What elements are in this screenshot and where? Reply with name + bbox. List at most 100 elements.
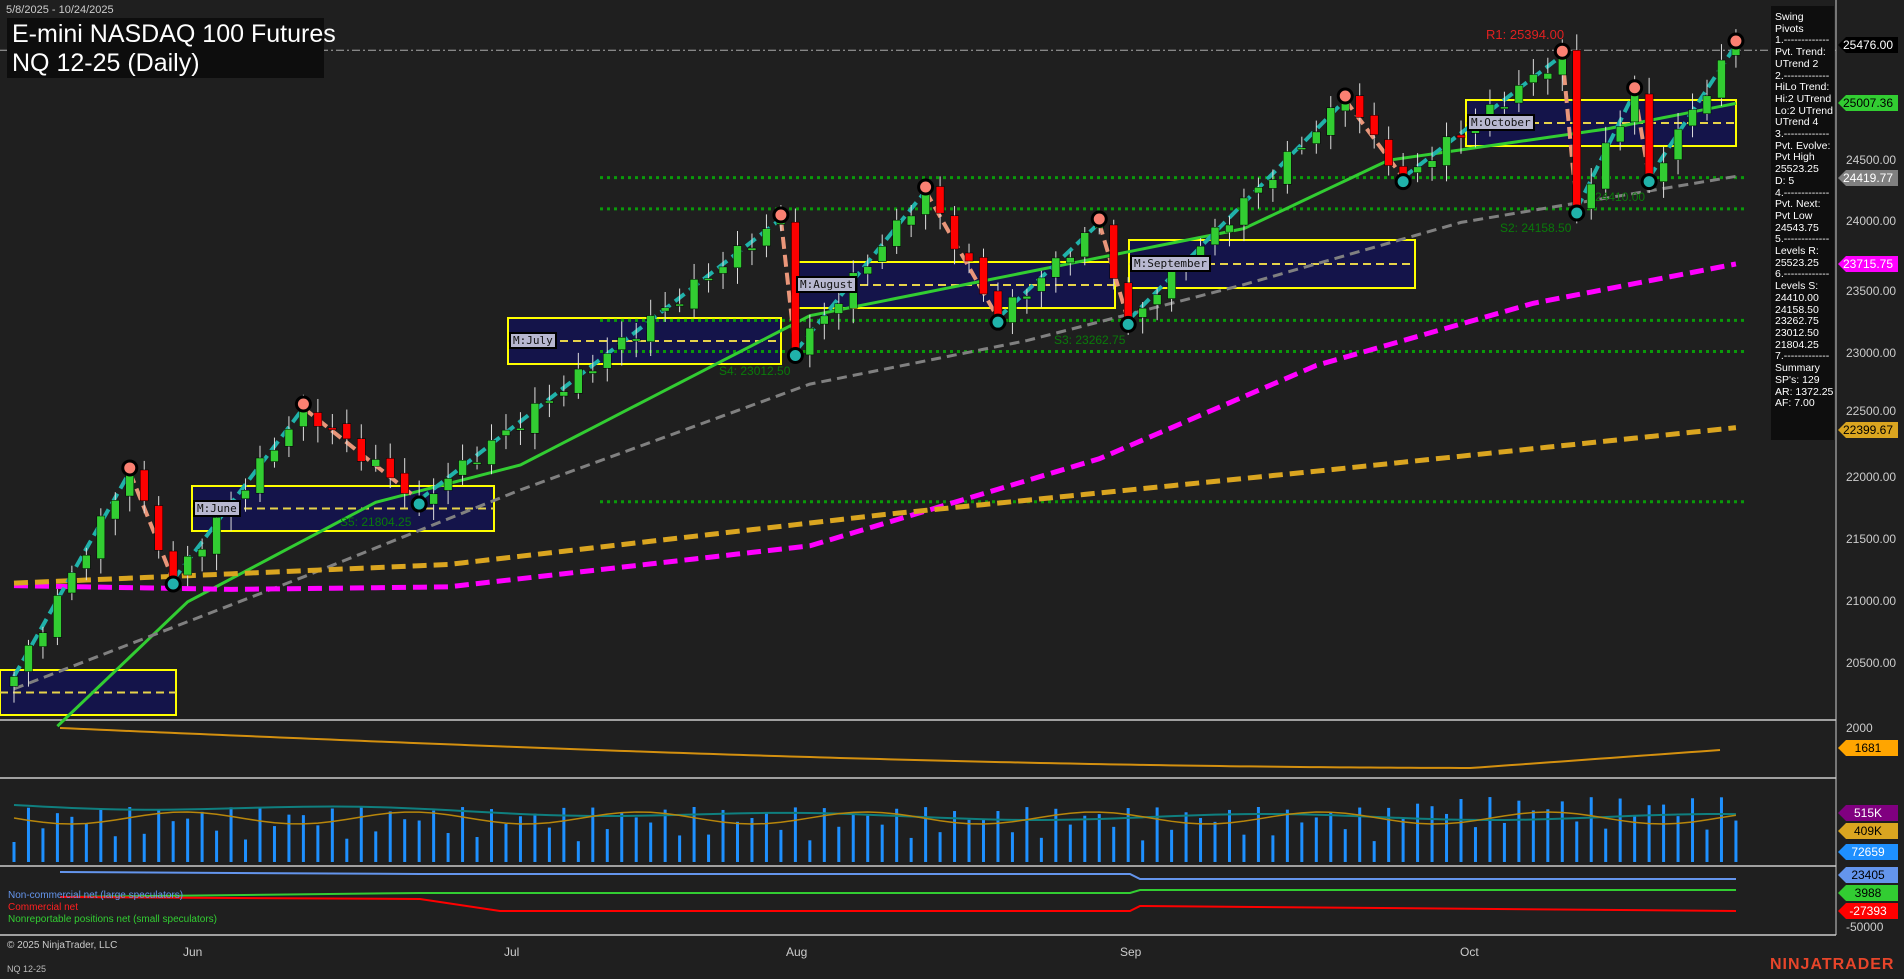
candle-body xyxy=(516,428,525,431)
volume-bar xyxy=(620,812,624,862)
candle-body xyxy=(53,595,62,638)
swing-high-marker xyxy=(1727,32,1745,50)
volume-bar xyxy=(1502,822,1506,862)
candle-body xyxy=(559,391,569,397)
volume-bar xyxy=(996,811,1000,862)
volume-bar xyxy=(388,811,392,862)
swing-low-marker xyxy=(786,347,804,365)
candle-body xyxy=(1413,166,1422,173)
volume-bar xyxy=(1705,829,1709,862)
volume-bar xyxy=(244,839,248,862)
info-line: Lo:2 UTrend xyxy=(1775,104,1833,117)
volume-bar xyxy=(1589,797,1593,862)
info-line: Summary xyxy=(1775,362,1820,375)
candle-body xyxy=(935,186,945,214)
moving-average-line xyxy=(13,174,1737,691)
info-line: 7.------------- xyxy=(1775,350,1830,363)
zigzag-segment xyxy=(127,471,176,581)
candle-body xyxy=(1123,282,1133,321)
volume-bar xyxy=(1126,808,1130,862)
candle-body xyxy=(429,493,438,505)
candle-body xyxy=(877,245,887,262)
candle-body xyxy=(154,505,163,551)
x-tick-aug: Aug xyxy=(786,945,808,959)
candle-body xyxy=(979,257,988,295)
candle-body xyxy=(1167,268,1176,299)
info-line: 6.------------- xyxy=(1775,268,1830,281)
candle-body xyxy=(1630,91,1639,123)
price-tick: 21500.00 xyxy=(1846,532,1897,546)
swing-low-marker xyxy=(1568,204,1586,222)
volume-bar xyxy=(12,842,16,862)
candle-body xyxy=(1688,109,1697,127)
panel3-tag: 515K xyxy=(1838,805,1898,821)
candle-body xyxy=(1239,197,1249,226)
volume-bar xyxy=(880,824,884,862)
volume-bar xyxy=(1184,812,1188,862)
volume-bar xyxy=(55,813,59,862)
month-box-label: M:October xyxy=(1467,114,1535,131)
swing-high-marker xyxy=(917,178,935,196)
brand-logo: NINJATRADER xyxy=(1770,956,1895,973)
info-line: UTrend 4 xyxy=(1775,116,1819,129)
zigzag-segment xyxy=(1343,98,1405,179)
volume-bar xyxy=(1647,805,1651,862)
candle-body xyxy=(1051,257,1061,278)
candle-body xyxy=(1500,106,1509,110)
candle-body xyxy=(1109,224,1118,279)
s3-label: S3: 23262.75 xyxy=(1054,333,1126,347)
volume-bar xyxy=(461,807,465,862)
volume-bar xyxy=(272,826,276,862)
candle-body xyxy=(1427,160,1437,168)
panel4-tag: 3988 xyxy=(1838,885,1898,901)
volume-bar xyxy=(895,808,899,862)
volume-bar xyxy=(1633,815,1637,862)
candle-body xyxy=(1225,224,1234,233)
volume-bar xyxy=(1676,816,1680,862)
candle-body xyxy=(1022,295,1032,300)
volume-bar xyxy=(186,818,190,862)
panel4-tag: 23405 xyxy=(1838,867,1898,883)
volume-bar xyxy=(157,810,161,862)
s1-label: 24410.00 xyxy=(1595,190,1646,204)
candle-body xyxy=(1210,226,1220,246)
candle-body xyxy=(241,490,250,500)
month-box-label: M:June xyxy=(193,499,241,517)
volume-bar xyxy=(981,819,985,862)
candle-body xyxy=(1673,128,1683,160)
volume-bar xyxy=(1010,832,1014,862)
candle-body xyxy=(1543,73,1553,80)
volume-bar xyxy=(562,807,566,862)
volume-bar xyxy=(99,809,103,862)
swing-pivots-panel: Swing Pivots 1.------------- Pvt. Trend: UT… xyxy=(1771,6,1834,440)
panel3-tag: 409K xyxy=(1838,823,1898,839)
candle-body xyxy=(270,449,279,462)
moving-averages xyxy=(13,101,1737,728)
swing-low-marker xyxy=(1119,315,1137,333)
volume-bar xyxy=(663,809,667,862)
volume-bar xyxy=(1358,807,1362,862)
candle-body xyxy=(385,458,395,479)
price-tick: 22500.00 xyxy=(1846,404,1897,418)
candle-body xyxy=(1456,134,1466,138)
price-tag: 24419.77 xyxy=(1838,170,1898,186)
candle-body xyxy=(328,427,337,431)
candle-body xyxy=(631,338,641,342)
pivot-markers xyxy=(121,32,1745,593)
x-tick-oct: Oct xyxy=(1460,945,1479,959)
volume-bar xyxy=(547,827,551,862)
price-tick: 23500.00 xyxy=(1846,284,1897,298)
volume-bar xyxy=(1271,835,1275,862)
volume-bar xyxy=(446,833,450,862)
volume-bar xyxy=(764,812,768,862)
info-line: 5.------------- xyxy=(1775,233,1830,246)
volume-bar xyxy=(229,807,233,862)
swing-high-marker xyxy=(772,206,790,224)
candle-body xyxy=(646,315,655,342)
candle-body xyxy=(964,252,974,262)
volume-bar xyxy=(1459,799,1463,862)
candle-body xyxy=(82,554,91,569)
zigzag-segment xyxy=(793,189,928,353)
candle-body xyxy=(487,440,496,465)
